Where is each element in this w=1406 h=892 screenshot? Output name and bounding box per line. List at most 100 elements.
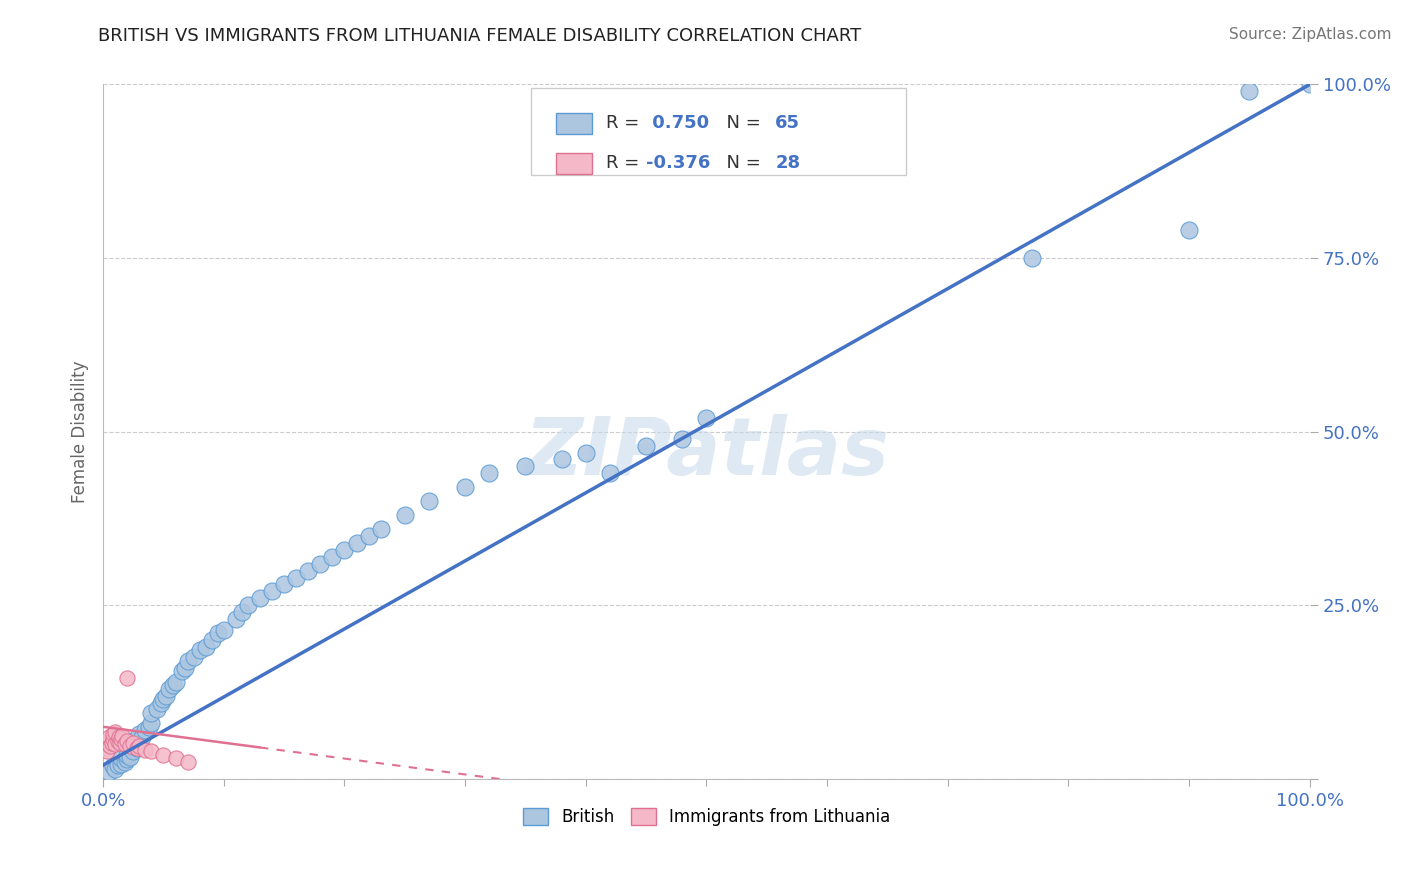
Point bbox=[1021, 251, 1043, 265]
Point bbox=[134, 723, 156, 738]
Point bbox=[122, 733, 145, 747]
Point bbox=[108, 731, 131, 745]
Point bbox=[225, 612, 247, 626]
Text: 0.750: 0.750 bbox=[647, 114, 709, 132]
Point bbox=[454, 480, 477, 494]
Point bbox=[695, 410, 717, 425]
Point bbox=[100, 736, 122, 750]
Point bbox=[188, 643, 211, 657]
Point bbox=[394, 508, 416, 522]
Point bbox=[114, 737, 136, 751]
Point bbox=[118, 749, 141, 764]
Text: 28: 28 bbox=[775, 154, 800, 172]
Point bbox=[141, 706, 163, 720]
Point bbox=[321, 549, 343, 564]
Point bbox=[170, 665, 193, 679]
Point bbox=[108, 736, 131, 750]
Text: Source: ZipAtlas.com: Source: ZipAtlas.com bbox=[1229, 27, 1392, 42]
Point bbox=[96, 744, 118, 758]
Point bbox=[231, 605, 253, 619]
Point bbox=[117, 747, 139, 762]
Point bbox=[207, 626, 229, 640]
FancyBboxPatch shape bbox=[555, 153, 592, 174]
Point bbox=[117, 752, 139, 766]
Point bbox=[297, 564, 319, 578]
Point bbox=[249, 591, 271, 606]
Point bbox=[111, 729, 134, 743]
Point bbox=[98, 764, 121, 779]
Point bbox=[478, 467, 501, 481]
Text: R =: R = bbox=[606, 154, 645, 172]
Point bbox=[333, 542, 356, 557]
Point bbox=[110, 751, 132, 765]
Text: R =: R = bbox=[606, 114, 645, 132]
FancyBboxPatch shape bbox=[531, 88, 905, 175]
Text: -0.376: -0.376 bbox=[647, 154, 710, 172]
Point bbox=[125, 740, 148, 755]
Point bbox=[104, 762, 127, 776]
Point bbox=[1239, 84, 1261, 98]
Text: 65: 65 bbox=[775, 114, 800, 132]
Point bbox=[107, 733, 129, 747]
Point bbox=[122, 736, 145, 750]
Point bbox=[141, 744, 163, 758]
Point bbox=[101, 759, 124, 773]
Point bbox=[128, 727, 150, 741]
Point bbox=[117, 733, 139, 747]
Point bbox=[1299, 78, 1322, 92]
Text: N =: N = bbox=[714, 154, 766, 172]
Point bbox=[183, 650, 205, 665]
Point bbox=[128, 737, 150, 751]
Point bbox=[104, 737, 127, 751]
Point bbox=[357, 529, 380, 543]
Point bbox=[146, 702, 169, 716]
Point bbox=[134, 743, 156, 757]
Point bbox=[98, 739, 121, 753]
Point bbox=[152, 747, 174, 762]
Point bbox=[98, 731, 121, 745]
Point bbox=[107, 758, 129, 772]
Point bbox=[671, 432, 693, 446]
Point bbox=[194, 640, 217, 654]
Point bbox=[165, 751, 187, 765]
Text: ZIPatlas: ZIPatlas bbox=[524, 414, 889, 491]
Point bbox=[131, 731, 153, 745]
Text: N =: N = bbox=[714, 114, 766, 132]
Point bbox=[212, 623, 235, 637]
Point bbox=[122, 744, 145, 758]
Point bbox=[418, 494, 440, 508]
Point bbox=[118, 739, 141, 753]
Point bbox=[575, 445, 598, 459]
Point bbox=[97, 737, 120, 751]
Point bbox=[262, 584, 284, 599]
Point bbox=[98, 733, 121, 747]
Point bbox=[128, 739, 150, 753]
Point bbox=[176, 654, 198, 668]
Point bbox=[346, 536, 368, 550]
Point bbox=[114, 755, 136, 769]
Point bbox=[94, 740, 117, 755]
FancyBboxPatch shape bbox=[555, 113, 592, 134]
Point bbox=[550, 452, 572, 467]
Point bbox=[162, 678, 184, 692]
Point bbox=[104, 724, 127, 739]
Point bbox=[174, 661, 197, 675]
Point bbox=[201, 633, 224, 648]
Point bbox=[165, 674, 187, 689]
Point bbox=[150, 696, 173, 710]
Point bbox=[125, 740, 148, 755]
Point bbox=[515, 459, 537, 474]
Point bbox=[117, 671, 139, 685]
Point bbox=[110, 756, 132, 771]
Legend: British, Immigrants from Lithuania: British, Immigrants from Lithuania bbox=[516, 802, 897, 833]
Y-axis label: Female Disability: Female Disability bbox=[72, 360, 89, 503]
Point bbox=[110, 731, 132, 746]
Point bbox=[152, 692, 174, 706]
Point bbox=[159, 681, 181, 696]
Point bbox=[309, 557, 332, 571]
Text: BRITISH VS IMMIGRANTS FROM LITHUANIA FEMALE DISABILITY CORRELATION CHART: BRITISH VS IMMIGRANTS FROM LITHUANIA FEM… bbox=[98, 27, 862, 45]
Point bbox=[141, 716, 163, 731]
Point bbox=[599, 467, 621, 481]
Point bbox=[636, 439, 658, 453]
Point bbox=[285, 570, 308, 584]
